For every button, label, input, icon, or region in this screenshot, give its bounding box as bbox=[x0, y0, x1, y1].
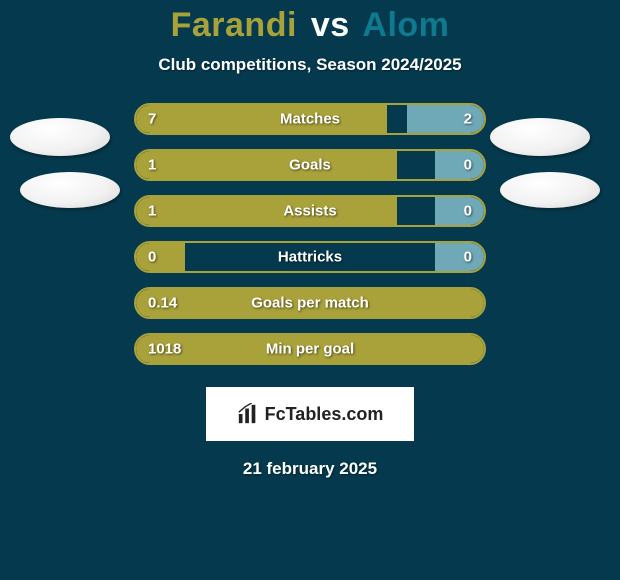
value-right: 0 bbox=[464, 157, 472, 174]
fill-left bbox=[136, 151, 397, 179]
metric-label: Matches bbox=[280, 111, 340, 128]
club-logo-left bbox=[20, 172, 120, 208]
metric-row: 1 Assists 0 bbox=[134, 195, 486, 227]
watermark: FcTables.com bbox=[206, 387, 414, 441]
club-logo-left bbox=[10, 118, 110, 156]
value-left: 7 bbox=[148, 111, 156, 128]
metric-row: 7 Matches 2 bbox=[134, 103, 486, 135]
metric-row: 1 Goals 0 bbox=[134, 149, 486, 181]
metric-label: Goals bbox=[289, 157, 331, 174]
value-left: 1 bbox=[148, 203, 156, 220]
value-left: 1 bbox=[148, 157, 156, 174]
comparison-card: Farandi vs Alom Club competitions, Seaso… bbox=[0, 0, 620, 580]
fill-left bbox=[136, 243, 185, 271]
fill-right bbox=[435, 243, 484, 271]
title-vs: vs bbox=[311, 6, 350, 44]
watermark-text: FcTables.com bbox=[265, 404, 384, 425]
date-label: 21 february 2025 bbox=[243, 459, 377, 479]
metric-label: Hattricks bbox=[278, 249, 342, 266]
value-left: 0 bbox=[148, 249, 156, 266]
value-right: 0 bbox=[464, 249, 472, 266]
metric-label: Goals per match bbox=[251, 295, 369, 312]
fill-right bbox=[435, 151, 484, 179]
title-player-left: Farandi bbox=[171, 6, 297, 44]
chart-bars-icon bbox=[237, 403, 259, 425]
club-logo-right bbox=[500, 172, 600, 208]
title-player-right: Alom bbox=[362, 6, 449, 44]
value-right: 2 bbox=[464, 111, 472, 128]
fill-left bbox=[136, 197, 397, 225]
page-title: Farandi vs Alom bbox=[171, 6, 450, 45]
subtitle: Club competitions, Season 2024/2025 bbox=[158, 55, 461, 75]
metric-row: 0 Hattricks 0 bbox=[134, 241, 486, 273]
metric-row: 1018 Min per goal bbox=[134, 333, 486, 365]
fill-right bbox=[407, 105, 484, 133]
value-left: 1018 bbox=[148, 341, 181, 358]
club-logo-right bbox=[490, 118, 590, 156]
fill-left bbox=[136, 105, 387, 133]
value-right: 0 bbox=[464, 203, 472, 220]
value-left: 0.14 bbox=[148, 295, 177, 312]
metric-label: Min per goal bbox=[266, 341, 354, 358]
fill-right bbox=[435, 197, 484, 225]
metric-row: 0.14 Goals per match bbox=[134, 287, 486, 319]
metric-label: Assists bbox=[283, 203, 336, 220]
